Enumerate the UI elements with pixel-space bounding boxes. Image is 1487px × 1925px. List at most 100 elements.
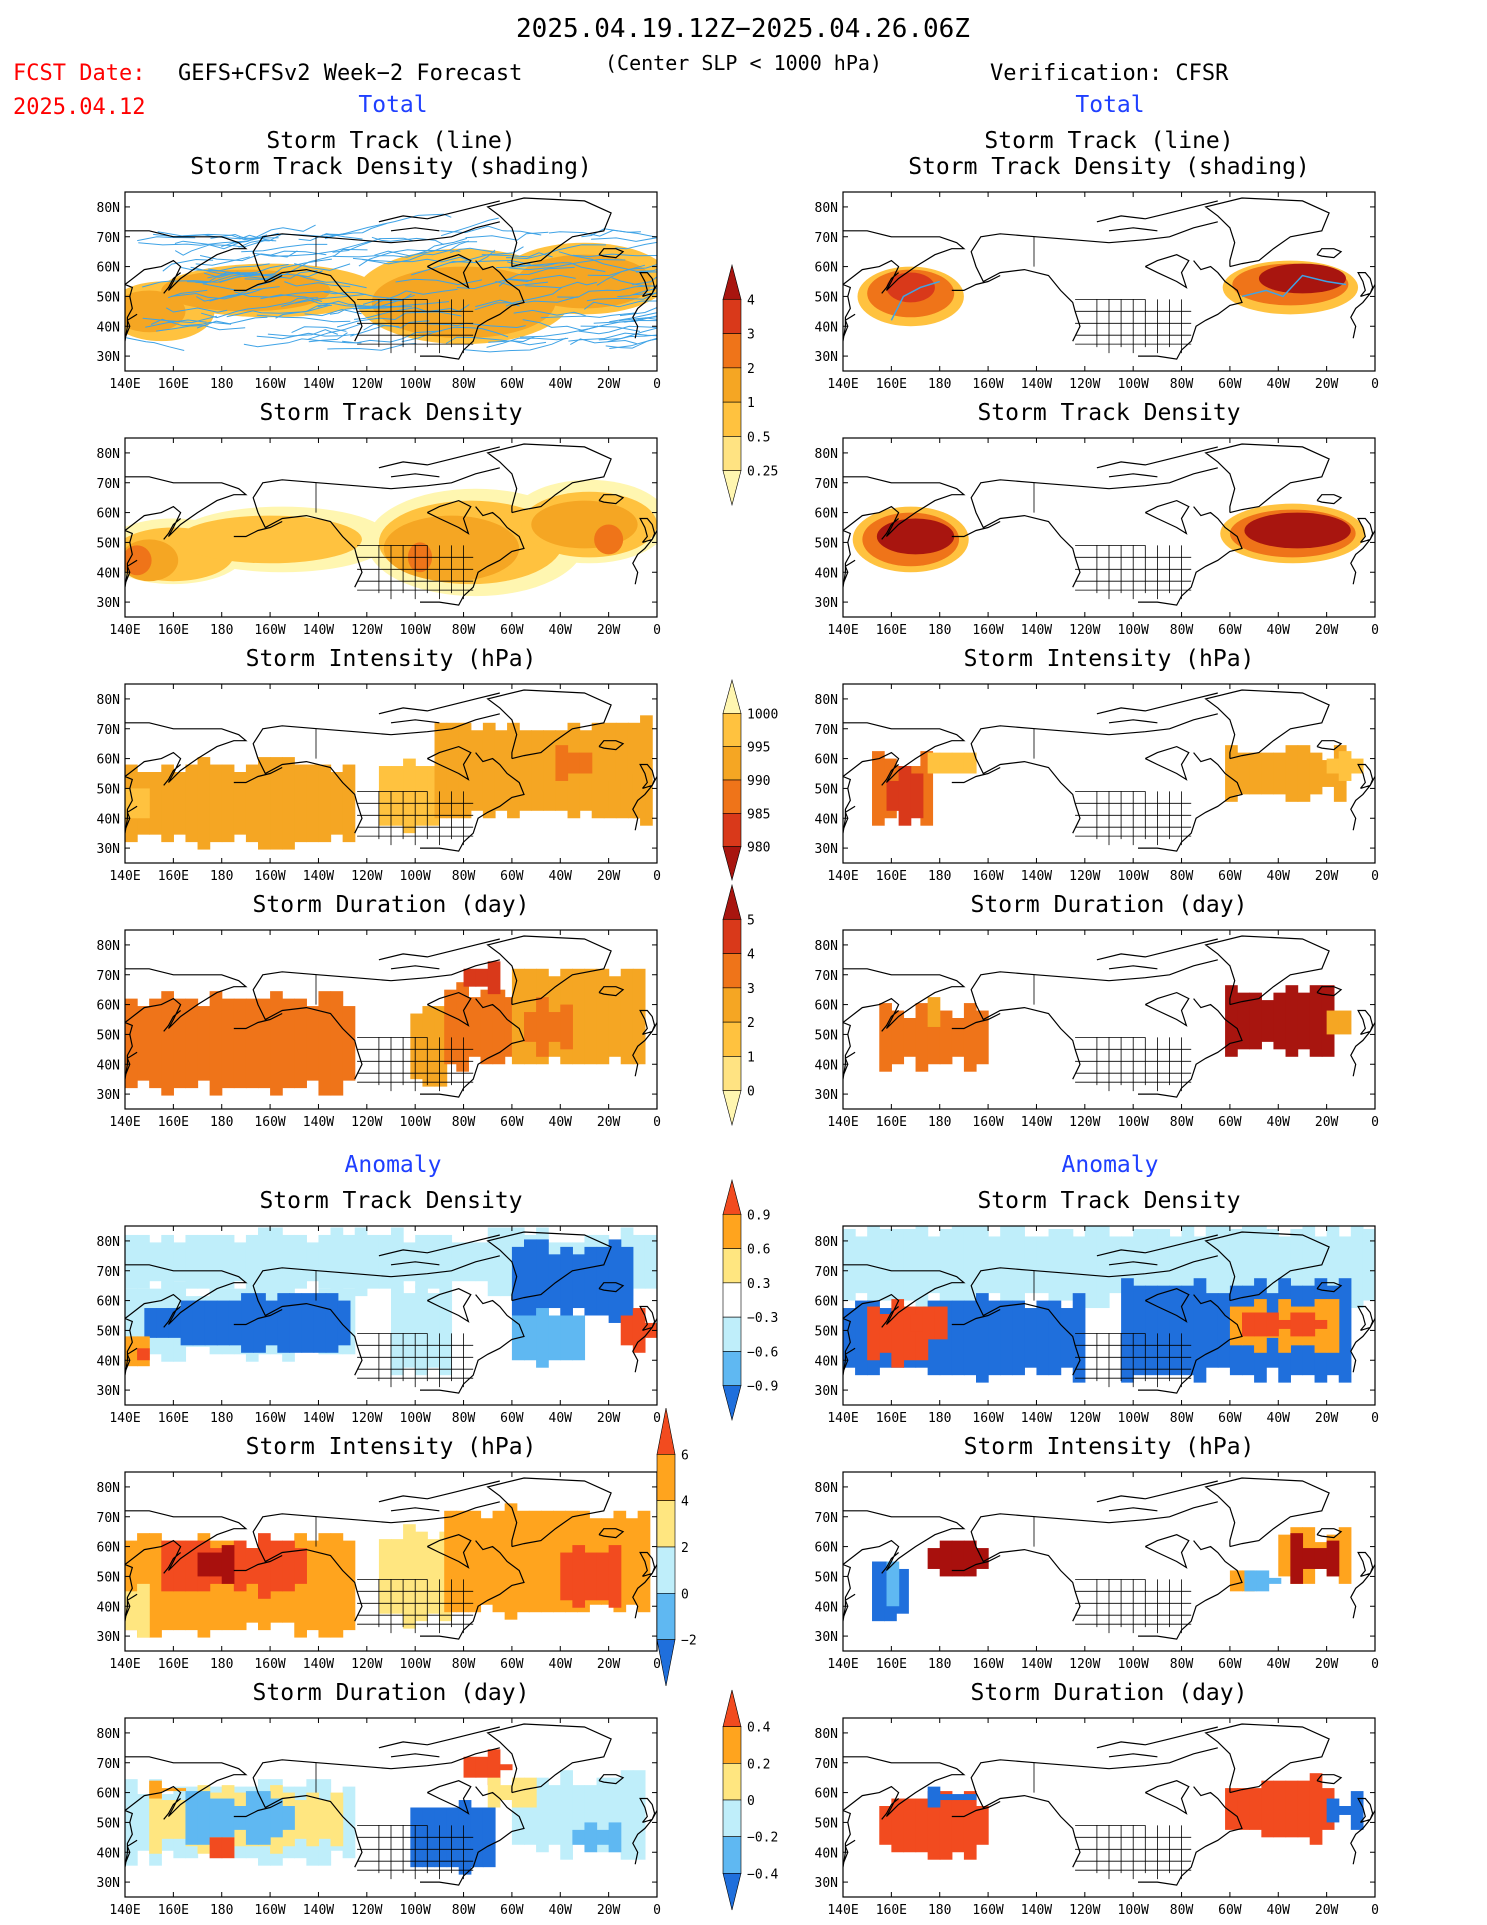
colorbar-label: 6 [681,1448,689,1463]
density-blob [178,515,362,564]
grid-cell [1244,1570,1258,1592]
lon-tick-label: 100W [1118,623,1149,638]
colorbar-segment [722,1385,742,1422]
grid-cell [318,1800,332,1839]
lon-tick-label: 120W [351,1903,382,1918]
colorbar-segment [722,1873,742,1911]
lon-tick-label: 80W [452,1115,476,1130]
panel-vf-anom-intensity: Storm Intensity (hPa) 140E 160E 180 160W 140W… [815,1434,1379,1672]
grid-cell [378,766,392,826]
storm-track-line [243,338,362,348]
lat-tick-label: 70N [97,723,120,738]
storm-track-line [171,292,250,300]
lon-tick-label: 160E [158,1115,189,1130]
grid-cell [963,1791,977,1860]
lon-tick-label: 140W [303,1903,334,1918]
colorbar-segment [722,1836,742,1874]
storm-track-line [513,309,586,317]
grid-cell [608,1822,622,1853]
grid-cell [270,991,283,1096]
storm-track-line [633,292,657,296]
grid-cell [185,764,199,843]
colorbar-segment [722,678,742,714]
storm-track-line [162,258,214,272]
panel-fc-intensity: Storm Intensity (hPa) 140E 160E 180 160W 140W… [97,646,661,884]
lat-tick-label: 80N [815,447,838,462]
lat-tick-label: 80N [97,1235,120,1250]
grid-cell [620,1246,634,1316]
lon-tick-label: 100W [1118,1657,1149,1672]
grid-cell [197,1791,211,1845]
grid-cell [391,1227,404,1297]
storm-track-line [525,281,598,289]
grid-cell [596,1552,610,1601]
grid-cell [910,1314,924,1332]
grid-cell [499,1785,513,1801]
lon-tick-label: 160E [876,869,907,884]
grid-cell [434,722,448,819]
lon-tick-label: 40W [1267,1411,1291,1426]
storm-track-line [540,312,637,319]
lon-tick-label: 140W [1021,1657,1052,1672]
colorbar-segment [722,1090,742,1127]
lat-tick-label: 50N [97,1570,120,1585]
grid-cell [536,1239,549,1323]
panel-title: Storm Track (line) [266,128,515,154]
grid-cell [391,766,404,826]
map-frame [842,1225,1376,1406]
grid-cell [216,1300,230,1346]
storm-track-line [207,258,332,279]
lat-tick-label: 70N [97,477,120,492]
panel-vf-intensity: Storm Intensity (hPa) 140E 160E 180 160W 140W… [815,646,1379,884]
storm-track-line [609,312,657,323]
grid-cell [1338,1527,1352,1584]
grid-cell [137,1794,150,1851]
colorbar-label: 4 [747,948,755,963]
lat-tick-label: 30N [815,1384,838,1399]
grid-cell [1297,992,1311,1050]
lon-tick-label: 60W [1218,869,1242,884]
lon-tick-label: 40W [549,1657,573,1672]
grid-cell [1169,1285,1183,1376]
colorbar-label: 995 [747,741,770,756]
colorbar-track_density: 4 3 2 1 0.5 0.25 [722,263,778,507]
grid-cell [584,1822,598,1853]
grid-cell [499,1227,513,1297]
grid-cell [233,998,247,1089]
grid-cell [915,1798,929,1853]
grid-cell [620,1315,634,1346]
colorbar-segment [656,1639,676,1687]
grid-cell [173,772,187,835]
grid-cell [524,1315,537,1361]
grid-cell [456,982,469,1072]
grid-cell [1024,1308,1038,1368]
colorbar-anom_duration: 0.4 0.2 0 −0.2 −0.4 [722,1689,778,1911]
grid-cell [173,1242,187,1282]
grid-cell [596,968,610,1065]
lon-tick-label: 100W [400,377,431,392]
map-frame [842,929,1376,1110]
grid-cell [1326,1010,1340,1035]
lon-tick-label: 180 [928,1657,951,1672]
lon-tick-label: 120W [351,377,382,392]
grid-cell [192,1300,206,1346]
lat-tick-label: 40N [97,566,120,581]
storm-track-line [201,297,319,319]
grid-cell [270,1798,283,1838]
grid-cell [1290,1228,1304,1301]
grid-cell [1273,752,1287,795]
panel-fc-anom-density: Storm Track Density 140E 160E 180 160W 140W 12… [97,1188,661,1426]
grid-cell [637,1510,651,1613]
grid-cell [951,1540,965,1577]
grid-cell [1297,745,1311,802]
colorbar-label: 4 [681,1495,689,1510]
lon-tick-label: 40W [1267,1903,1291,1918]
grid-cell [444,1510,457,1613]
grid-cell [886,780,900,811]
grid-cell [1290,1533,1304,1584]
grid-cell [137,1006,150,1081]
grid-cell [173,1540,187,1592]
lon-tick-label: 60W [1218,1115,1242,1130]
grid-cell [487,1777,501,1808]
grid-cell [891,1798,905,1853]
